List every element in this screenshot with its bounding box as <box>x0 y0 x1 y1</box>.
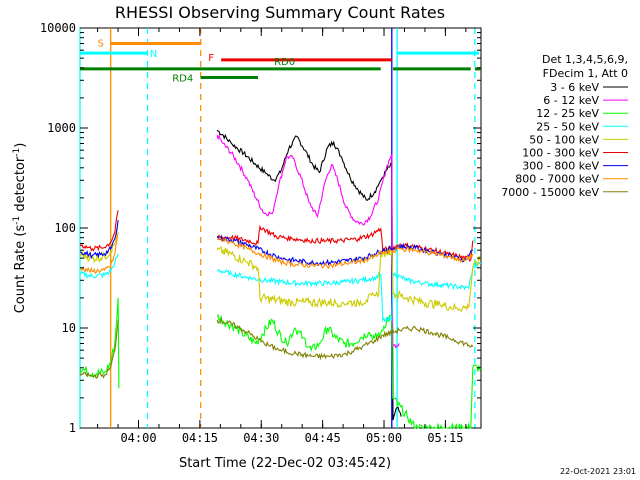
y-axis-label: Count Rate (s-1 detector-1) <box>12 143 28 314</box>
state-label-rd0: RD0 <box>274 57 295 68</box>
x-axis: 04:00 04:15 04:30 04:45 05:00 05:15 <box>97 28 467 445</box>
x-tick-label: 05:00 <box>366 431 402 445</box>
legend-label: 50 - 100 keV <box>529 133 599 146</box>
legend-label: 300 - 800 keV <box>522 160 599 173</box>
series-line-5 <box>79 210 474 262</box>
legend-label: 800 - 7000 keV <box>515 173 599 186</box>
y-tick-label: 1000 <box>47 121 76 135</box>
legend-header-line-1: Det 1,3,4,5,6,9, <box>542 53 628 66</box>
x-tick-label: 04:30 <box>243 431 279 445</box>
x-axis-label: Start Time (22-Dec-02 03:45:42) <box>179 456 391 471</box>
y-tick-label: 1 <box>69 421 76 435</box>
legend-label: 12 - 25 keV <box>536 107 599 120</box>
y-tick-label: 10 <box>62 321 76 335</box>
legend-label: 25 - 50 keV <box>536 120 599 133</box>
series-line-4 <box>79 227 482 312</box>
y-axis: 10000 1000 100 10 1 <box>40 21 481 435</box>
legend-label: 3 - 6 keV <box>550 81 599 94</box>
state-label-f: F <box>208 53 214 64</box>
state-label-rd4: RD4 <box>172 73 193 84</box>
y-tick-label: 100 <box>54 221 76 235</box>
legend-label: 6 - 12 keV <box>543 94 599 107</box>
series-line-1 <box>216 133 400 349</box>
legend-label: 100 - 300 keV <box>522 147 599 160</box>
x-tick-label: 04:15 <box>182 431 218 445</box>
series-line-2 <box>79 297 482 430</box>
plot-border <box>79 27 482 429</box>
y-tick-label: 10000 <box>40 21 76 35</box>
chart-title: RHESSI Observing Summary Count Rates <box>115 3 445 22</box>
timestamp: 22-Oct-2021 23:01 <box>560 467 636 476</box>
x-tick-label: 05:15 <box>427 431 463 445</box>
plot-frame <box>79 27 482 429</box>
series-layer <box>79 129 482 430</box>
state-label-s: S <box>98 38 104 49</box>
legend: Det 1,3,4,5,6,9, FDecim 1, Att 0 3 - 6 k… <box>501 53 628 199</box>
state-label-n: N <box>150 49 157 60</box>
legend-label: 7000 - 15000 keV <box>501 186 599 199</box>
x-tick-label: 04:45 <box>305 431 341 445</box>
legend-header-line-2: FDecim 1, Att 0 <box>543 67 628 80</box>
series-line-8 <box>79 316 474 379</box>
x-tick-label: 04:00 <box>120 431 156 445</box>
annotation-layer: S N F RD0 RD4 <box>79 28 481 428</box>
series-line-0 <box>216 129 402 421</box>
series-line-3 <box>79 253 482 323</box>
series-line-7 <box>79 232 474 275</box>
